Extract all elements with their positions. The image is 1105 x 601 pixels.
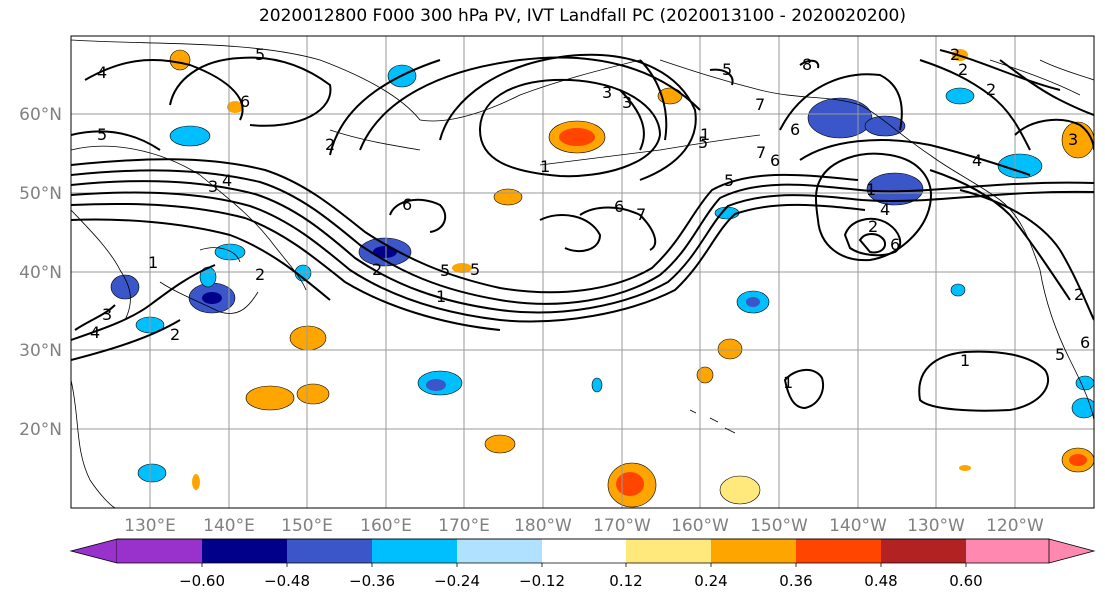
- colorbar-extend-min: [69, 538, 118, 564]
- contour-label: 5: [698, 133, 708, 152]
- contour-label: 2: [986, 80, 996, 99]
- contour-label: 2: [372, 260, 382, 279]
- contour-label: 2: [958, 60, 968, 79]
- colorbar-segment: [966, 539, 1049, 563]
- lon-label: 150°E: [281, 516, 333, 536]
- colorbar-segment: [711, 539, 796, 563]
- contour-label: 5: [440, 261, 450, 280]
- contour-label: 8: [802, 55, 812, 74]
- latitude-labels: 60°N 50°N 40°N 30°N 20°N: [19, 105, 62, 440]
- colorbar-tick-label: 0.36: [779, 572, 812, 590]
- colorbar-tick-label: 0.12: [609, 572, 642, 590]
- colorbar: −0.60 −0.48 −0.36 −0.24 −0.12 0.12 0.24 …: [69, 538, 1096, 590]
- contour-labels: 4 5 6 5 1 3 2 4 5 3 1 3 4 2 2 1 6 5 1 3: [90, 45, 1090, 392]
- colorbar-segment: [542, 539, 626, 563]
- contour-label: 7: [756, 143, 766, 162]
- lat-label: 50°N: [19, 184, 62, 204]
- contour-label: 6: [240, 92, 250, 111]
- contour-label: 5: [1055, 345, 1065, 364]
- contour-label: 5: [97, 125, 107, 144]
- lon-label: 170°W: [593, 516, 651, 536]
- colorbar-segment: [287, 539, 372, 563]
- colorbar-segment: [202, 539, 287, 563]
- colorbar-tick-label: −0.12: [519, 572, 565, 590]
- contour-label: 1: [866, 180, 876, 199]
- contour-label: 2: [325, 135, 335, 154]
- colorbar-segment: [796, 539, 881, 563]
- colorbar-segment: [117, 539, 202, 563]
- gridlines: [71, 36, 1094, 508]
- contour-label: 5: [724, 171, 734, 190]
- lon-label: 160°W: [671, 516, 729, 536]
- lon-label: 130°W: [907, 516, 965, 536]
- contour-label: 1: [783, 373, 793, 392]
- colorbar-tick-label: 0.60: [949, 572, 982, 590]
- colorbar-tick-label: −0.24: [434, 572, 480, 590]
- contour-label: 6: [402, 195, 412, 214]
- lon-label: 160°E: [360, 516, 412, 536]
- lon-label: 140°W: [829, 516, 887, 536]
- lat-label: 20°N: [19, 420, 62, 440]
- colorbar-extend-max: [1048, 538, 1096, 564]
- colorbar-tick-label: 0.24: [694, 572, 727, 590]
- contour-label: 2: [868, 217, 878, 236]
- contour-label: 6: [614, 197, 624, 216]
- map-frame: [70, 35, 1095, 509]
- contour-label: 3: [622, 93, 632, 112]
- contour-label: 4: [972, 151, 982, 170]
- contour-label: 1: [960, 351, 970, 370]
- colorbar-segment: [881, 539, 966, 563]
- contour-label: 6: [1080, 333, 1090, 352]
- contour-label: 6: [790, 120, 800, 139]
- contour-label: 6: [890, 235, 900, 254]
- lon-label: 130°E: [124, 516, 176, 536]
- contour-label: 4: [222, 171, 232, 190]
- contour-label: 7: [755, 95, 765, 114]
- coastlines: [71, 39, 1094, 508]
- lat-label: 60°N: [19, 105, 62, 125]
- pv-contours: [71, 49, 1094, 412]
- contour-label: 1: [148, 253, 158, 272]
- contour-label: 4: [880, 200, 890, 219]
- contour-label: 3: [102, 305, 112, 324]
- colorbar-segment: [372, 539, 457, 563]
- contour-label: 1: [700, 125, 710, 144]
- contour-label: 2: [170, 325, 180, 344]
- lon-label: 120°W: [986, 516, 1044, 536]
- contour-label: 1: [436, 287, 446, 306]
- contour-label: 1: [540, 157, 550, 176]
- longitude-labels: 130°E 140°E 150°E 160°E 170°E 180°W 170°…: [124, 516, 1044, 536]
- colorbar-tick-label: 0.48: [864, 572, 897, 590]
- contour-label: 6: [770, 151, 780, 170]
- map-title: 2020012800 F000 300 hPa PV, IVT Landfall…: [258, 6, 906, 26]
- colorbar-segment: [457, 539, 542, 563]
- lat-label: 40°N: [19, 263, 62, 283]
- contour-label: 5: [722, 60, 732, 79]
- contour-label: 3: [602, 83, 612, 102]
- contour-label: 5: [255, 45, 265, 64]
- contour-label: 2: [1074, 285, 1084, 304]
- colorbar-segment: [626, 539, 711, 563]
- lon-label: 180°W: [514, 516, 572, 536]
- colorbar-tick-label: −0.60: [179, 572, 225, 590]
- lon-label: 140°E: [203, 516, 255, 536]
- lat-label: 30°N: [19, 341, 62, 361]
- contour-label: 4: [97, 63, 107, 82]
- lon-label: 170°E: [438, 516, 490, 536]
- contour-label: 2: [255, 265, 265, 284]
- contour-label: 2: [950, 45, 960, 64]
- contour-label: 3: [208, 177, 218, 196]
- lon-label: 150°W: [750, 516, 808, 536]
- contour-label: 7: [636, 205, 646, 224]
- colorbar-tick-label: −0.36: [349, 572, 395, 590]
- contour-label: 5: [470, 260, 480, 279]
- contour-label: 4: [90, 323, 100, 342]
- contour-label: 3: [1068, 130, 1078, 149]
- colorbar-tick-label: −0.48: [264, 572, 310, 590]
